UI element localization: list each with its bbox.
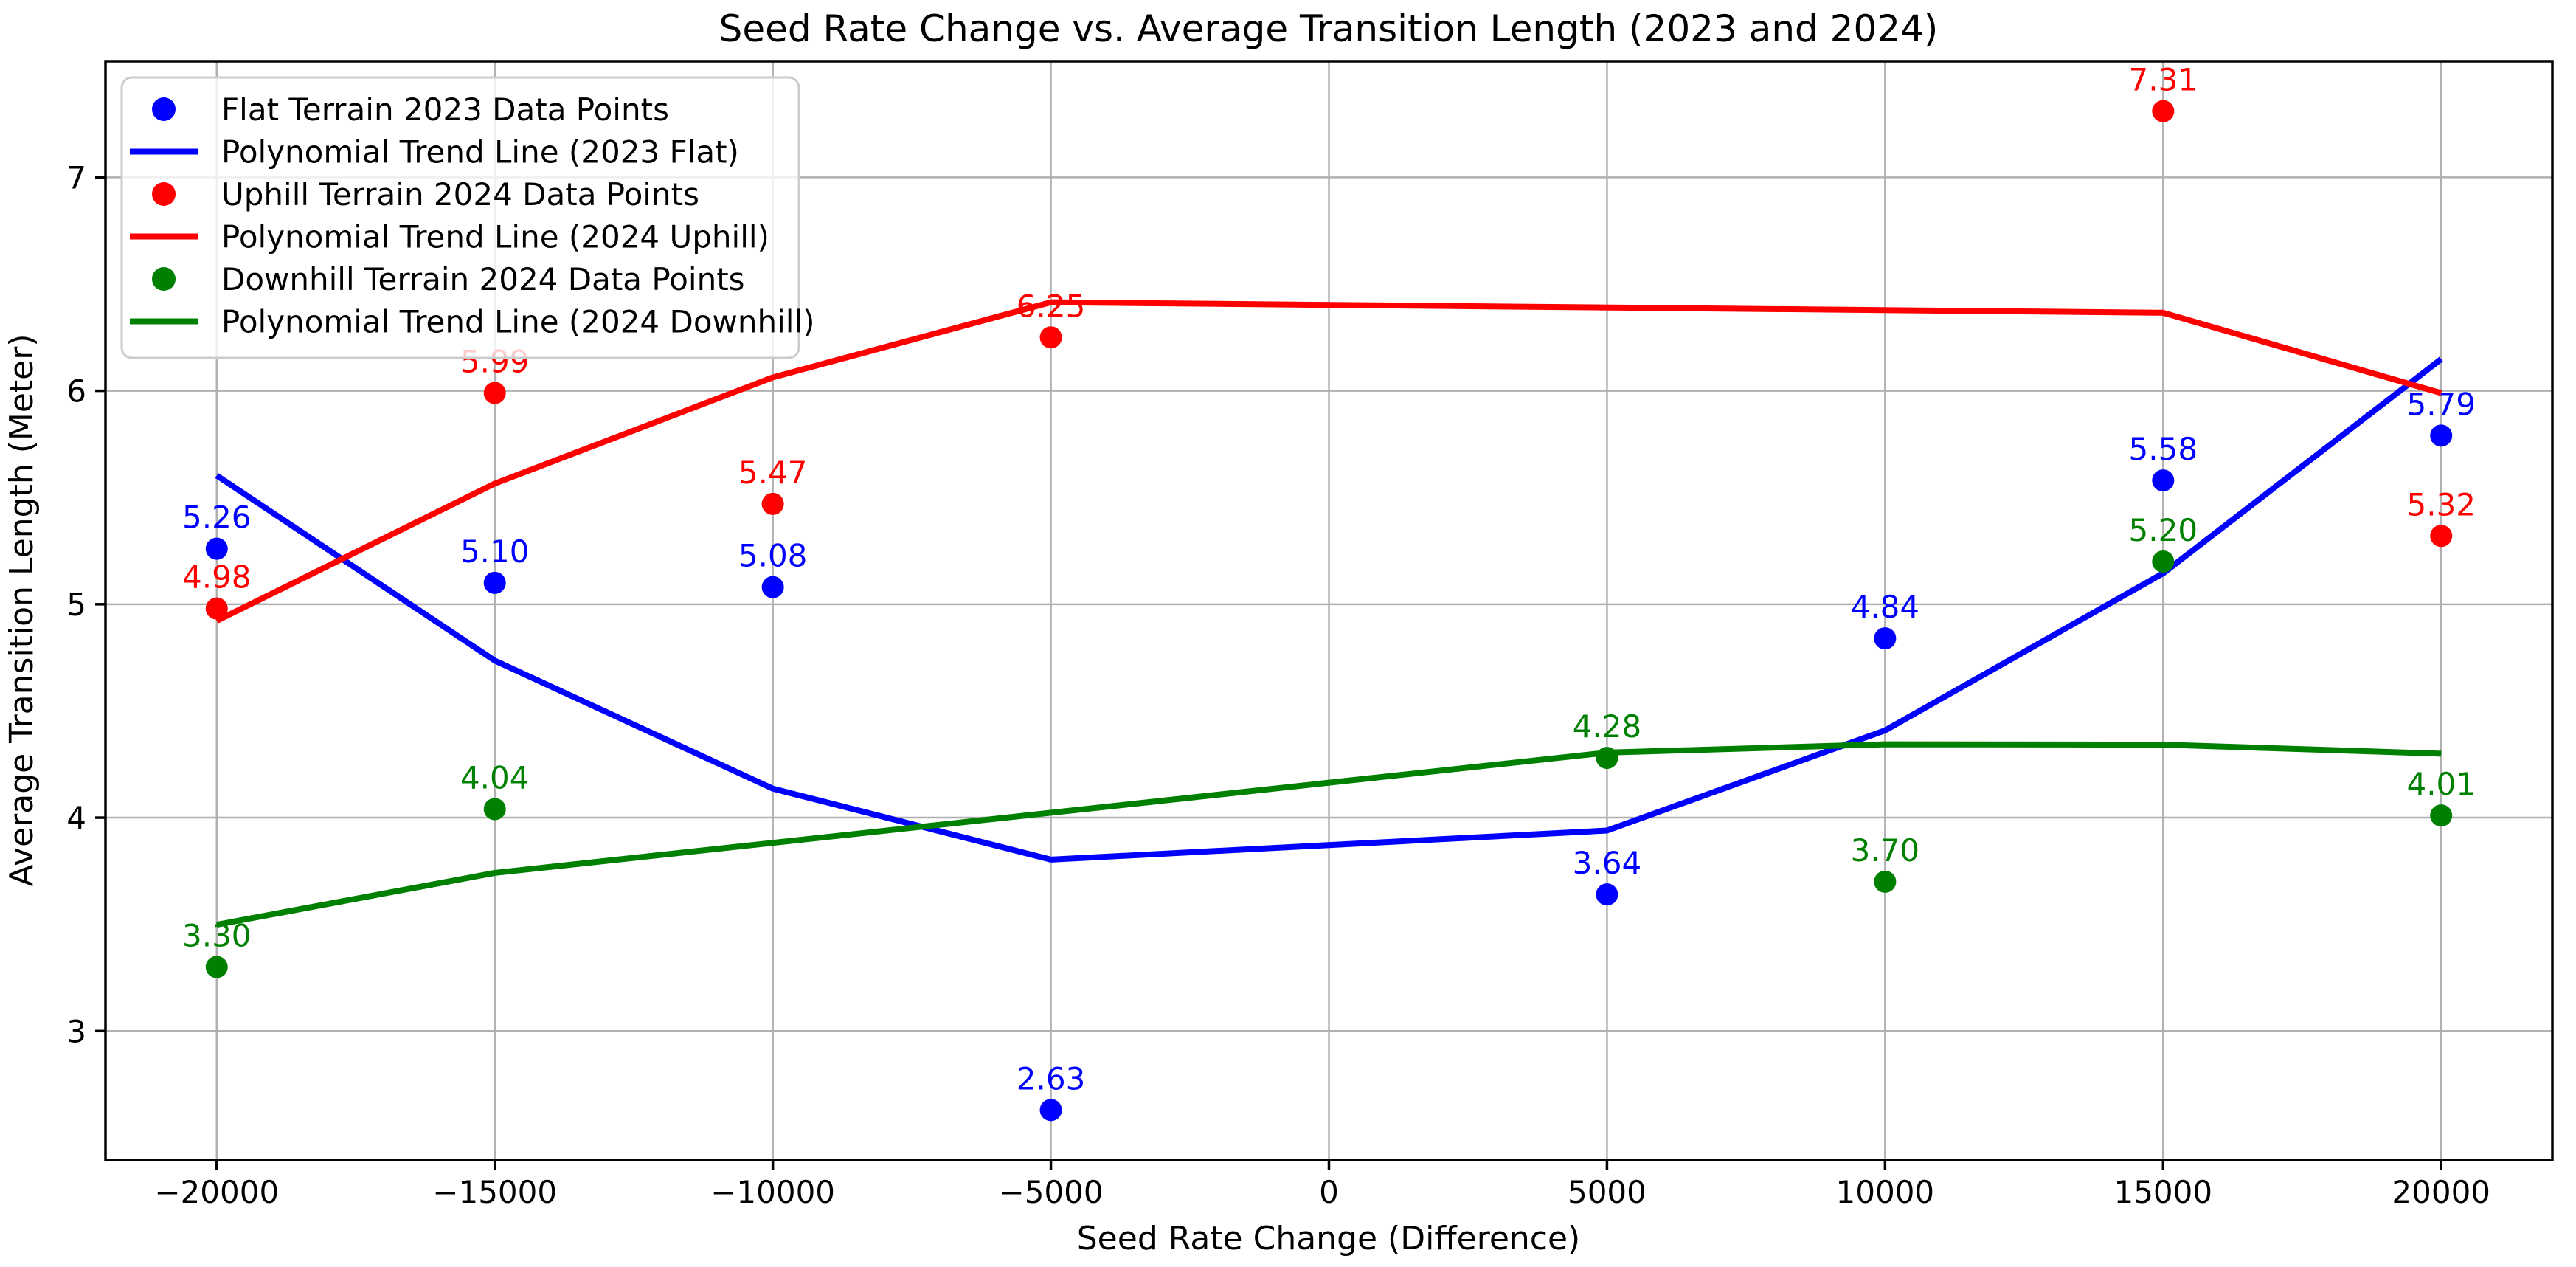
data-point-label: 3.64 (1573, 845, 1642, 881)
grid-layer (105, 61, 2552, 1160)
trend-line (215, 299, 2442, 624)
data-point (483, 571, 506, 594)
data-point-label: 2.63 (1017, 1060, 1086, 1097)
tick-label-layer: −20000 −15000 −10000 −5000 0 5000 10000 15000 20… (66, 159, 2490, 1210)
data-point (1596, 883, 1618, 906)
data-point (483, 382, 506, 404)
data-point (2430, 804, 2453, 827)
series-layer: 5.265.10 5.082.633.644.845.585.794.985.99… (182, 62, 2476, 1122)
legend-label: Downhill Terrain 2024 Data Points (221, 261, 745, 297)
data-point (2430, 525, 2453, 548)
data-point-label: 5.47 (738, 455, 808, 491)
data-point-label: 3.70 (1851, 832, 1920, 869)
data-point-label: 5.08 (738, 538, 808, 574)
data-point (761, 492, 784, 515)
y-tick-label: 7 (66, 159, 86, 196)
data-point (1039, 1099, 1062, 1122)
data-point-label: 4.98 (182, 559, 252, 595)
legend-label: Polynomial Trend Line (2023 Flat) (221, 134, 739, 170)
legend: Flat Terrain 2023 Data Points Polynomial … (120, 76, 815, 359)
x-tick-label: −20000 (154, 1174, 279, 1210)
legend-box (120, 76, 800, 359)
data-point-label: 5.32 (2406, 486, 2476, 522)
data-point (2152, 100, 2175, 122)
data-point (2430, 424, 2453, 447)
legend-marker-dot (152, 182, 176, 206)
data-point-label: 4.84 (1851, 589, 1920, 625)
y-axis-label: Average Transition Length (Meter) (3, 334, 41, 887)
x-tick-label: −10000 (710, 1174, 835, 1210)
trend-line (215, 356, 2443, 863)
data-point (1874, 870, 1897, 893)
x-tick-label: 0 (1319, 1174, 1339, 1210)
data-point-label: 4.04 (460, 759, 530, 795)
data-point-label: 4.01 (2406, 766, 2476, 802)
x-tick-label: 5000 (1568, 1174, 1647, 1210)
data-point-label: 5.10 (460, 534, 530, 570)
legend-label: Flat Terrain 2023 Data Points (221, 92, 669, 128)
chart-title: Seed Rate Change vs. Average Transition … (719, 7, 1939, 50)
x-tick-label: −5000 (999, 1174, 1104, 1210)
legend-label: Uphill Terrain 2024 Data Points (221, 176, 699, 213)
x-tick-label: 15000 (2113, 1174, 2212, 1210)
data-point-label: 3.30 (182, 918, 252, 954)
x-tick-label: 20000 (2392, 1174, 2490, 1210)
x-tick-label: −15000 (432, 1174, 557, 1210)
y-tick-label: 4 (66, 800, 86, 836)
data-point-label: 6.25 (1017, 288, 1086, 324)
data-point (761, 576, 784, 598)
legend-label: Polynomial Trend Line (2024 Uphill) (221, 219, 769, 255)
data-point-label: 5.20 (2129, 512, 2198, 548)
x-tick-label: 10000 (1836, 1174, 1935, 1210)
y-tick-label: 5 (66, 587, 86, 623)
x-axis-label: Seed Rate Change (Difference) (1077, 1220, 1580, 1257)
axes-layer (95, 60, 2554, 1170)
legend-marker-dot (152, 97, 176, 121)
data-point-label: 5.58 (2129, 431, 2198, 467)
data-point-label: 5.26 (182, 500, 252, 536)
data-point (205, 597, 228, 620)
data-point (483, 798, 506, 821)
y-tick-label: 3 (66, 1013, 86, 1049)
legend-marker-dot (152, 267, 176, 291)
data-point (1039, 326, 1062, 349)
data-point (2152, 550, 2175, 573)
data-point (1596, 747, 1618, 770)
data-point (1874, 627, 1897, 650)
data-point (2152, 469, 2175, 492)
trend-line (216, 741, 2442, 928)
data-point-label: 7.31 (2129, 62, 2198, 98)
data-point (205, 537, 228, 560)
data-point (205, 956, 228, 978)
y-tick-label: 6 (66, 373, 86, 410)
legend-label: Polynomial Trend Line (2024 Downhill) (221, 304, 815, 340)
data-point-label: 4.28 (1573, 708, 1642, 745)
